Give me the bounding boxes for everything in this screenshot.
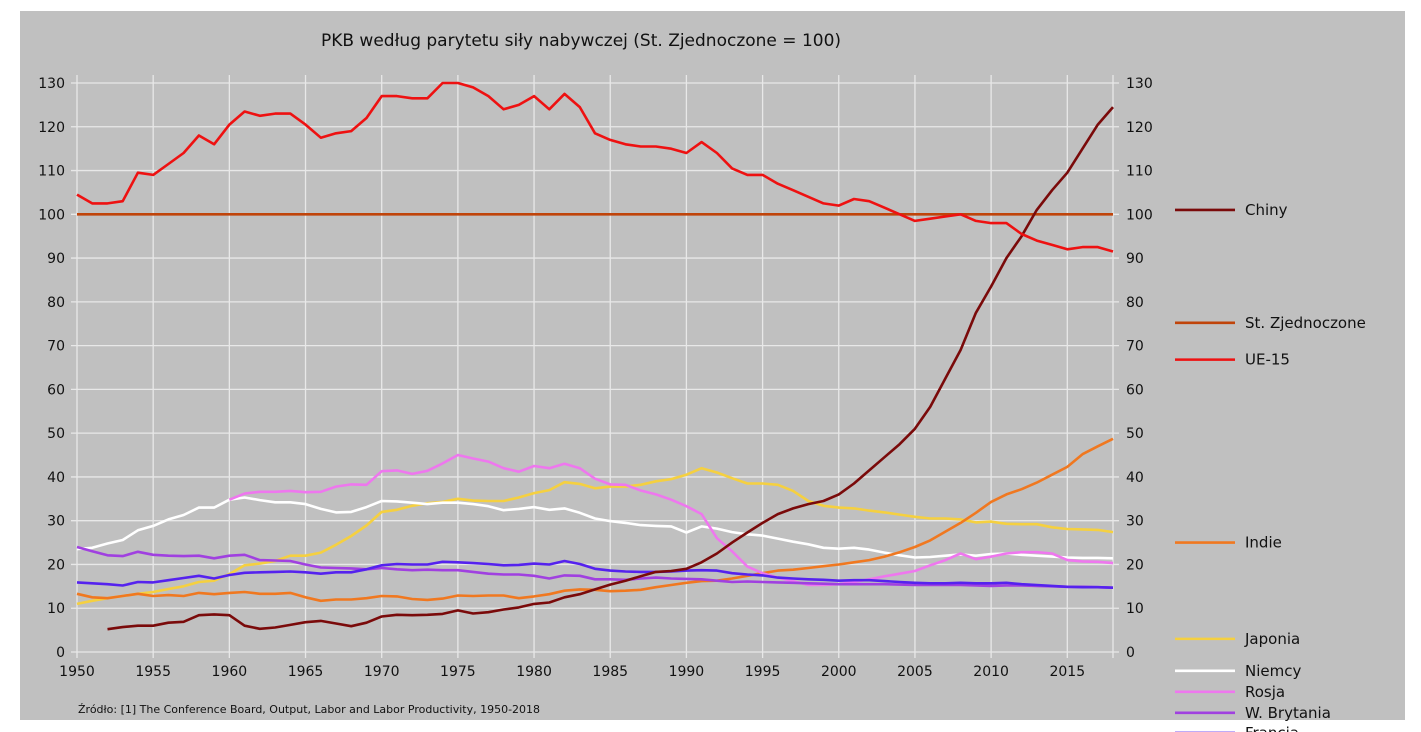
y-tick-label-left: 40 [47, 470, 65, 486]
x-tick-label: 1990 [669, 664, 705, 680]
series-line-ue-15 [76, 81, 1114, 253]
y-tick-label-right: 50 [1126, 426, 1144, 442]
legend-label: Niemcy [1245, 662, 1301, 680]
x-tick-label: 1975 [440, 664, 476, 680]
series-line-rosja [228, 453, 1114, 587]
y-tick-label-left: 50 [47, 426, 65, 442]
chart-frame [20, 11, 1405, 720]
legend-label: Francja [1245, 724, 1299, 732]
series-line-niemcy [76, 496, 1114, 560]
series-line-francja [76, 559, 1114, 589]
y-tick-label-right: 40 [1126, 470, 1144, 486]
y-tick-label-left: 30 [47, 514, 65, 530]
x-tick-label: 1980 [516, 664, 552, 680]
y-tick-label-right: 130 [1126, 76, 1153, 92]
y-tick-label-right: 10 [1126, 601, 1144, 617]
x-tick-label: 1965 [288, 664, 324, 680]
y-tick-label-right: 0 [1126, 645, 1135, 661]
tick-labels: 0 0 10 10 20 20 30 30 40 40 50 50 60 60 70 70 80 80 90 90 10… [38, 76, 1152, 680]
legend-label: Japonia [1244, 630, 1300, 648]
x-tick-label: 2010 [973, 664, 1009, 680]
legend-label: Rosja [1245, 683, 1285, 701]
y-tick-label-right: 100 [1126, 207, 1153, 223]
series-lines [76, 81, 1114, 631]
y-tick-label-left: 10 [47, 601, 65, 617]
x-tick-label: 2005 [897, 664, 933, 680]
y-tick-label-left: 120 [38, 120, 65, 136]
y-tick-label-right: 120 [1126, 120, 1153, 136]
legend-label: Indie [1245, 534, 1282, 552]
grid [71, 75, 1119, 658]
y-tick-label-left: 130 [38, 76, 65, 92]
legend-label: UE-15 [1245, 351, 1290, 369]
legend-label: St. Zjednoczone [1245, 314, 1366, 332]
y-tick-label-right: 20 [1126, 557, 1144, 573]
x-tick-label: 1960 [212, 664, 248, 680]
y-tick-label-left: 90 [47, 251, 65, 267]
y-tick-label-right: 110 [1126, 164, 1153, 180]
y-tick-label-left: 70 [47, 339, 65, 355]
y-tick-label-left: 110 [38, 164, 65, 180]
series-line-japonia [76, 466, 1114, 606]
x-tick-label: 2015 [1049, 664, 1085, 680]
x-tick-label: 1995 [745, 664, 781, 680]
y-tick-label-right: 70 [1126, 339, 1144, 355]
y-tick-label-right: 60 [1126, 382, 1144, 398]
series-line-w-brytania [76, 545, 1114, 589]
y-tick-label-left: 60 [47, 382, 65, 398]
x-tick-label: 1985 [592, 664, 628, 680]
legend-label: W. Brytania [1245, 704, 1331, 722]
x-tick-label: 1970 [364, 664, 400, 680]
legend-label: Chiny [1245, 201, 1288, 219]
y-tick-label-right: 30 [1126, 514, 1144, 530]
y-tick-label-right: 90 [1126, 251, 1144, 267]
series-line-chiny [107, 106, 1114, 631]
x-tick-label: 2000 [821, 664, 857, 680]
source-note: Źródło: [1] The Conference Board, Output… [78, 703, 540, 716]
y-tick-label-left: 20 [47, 557, 65, 573]
y-tick-label-left: 0 [56, 645, 65, 661]
legend: Chiny St. Zjednoczone UE-15 Indie Japonia Nie… [1175, 201, 1366, 732]
y-tick-label-left: 80 [47, 295, 65, 311]
chart-title: PKB według parytetu siły nabywczej (St. … [321, 31, 841, 51]
x-tick-label: 1955 [135, 664, 171, 680]
y-tick-label-left: 100 [38, 207, 65, 223]
y-tick-label-right: 80 [1126, 295, 1144, 311]
x-tick-label: 1950 [59, 664, 95, 680]
